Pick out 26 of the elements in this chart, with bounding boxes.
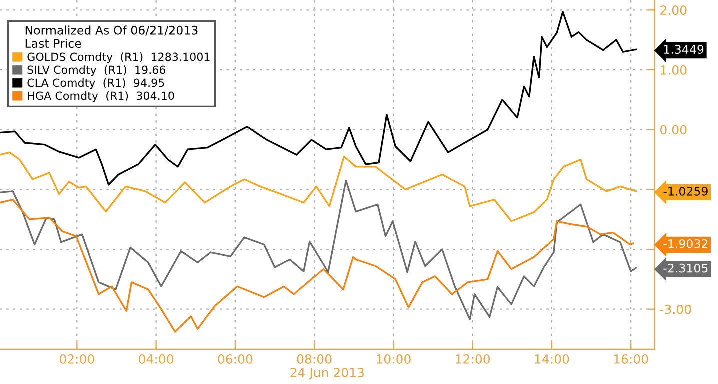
line-series (0, 11, 638, 186)
x-tick-label: 14:00 (535, 354, 570, 364)
x-tick-label: 06:00 (218, 354, 253, 364)
x-tick-label: 04:00 (139, 354, 174, 364)
y2-tick-label: -2.3105 (664, 264, 708, 273)
y-tick-label: 2.00 (660, 6, 687, 16)
legend-label: GOLDS Comdty (R1) 1283.1001 (28, 52, 210, 64)
x-tick-label: 10:00 (377, 354, 411, 364)
y2-tick-label: 1.3449 (664, 45, 704, 54)
y-tick-label: 1.00 (661, 65, 687, 75)
legend-label: SILV Comdty (R1) 19.66 (28, 66, 166, 76)
y-tick-label: 0.00 (660, 125, 687, 135)
line-series (0, 180, 638, 320)
y-tick-label: -3.00 (660, 304, 692, 314)
x-axis-title: 24 Jun 2013 (290, 368, 364, 380)
x-tick-label: 08:00 (297, 354, 332, 364)
x-tick-label: 12:00 (456, 354, 490, 364)
legend-title: Normalized As Of 06/21/2013 Last Price (26, 26, 198, 48)
x-tick-label: 02:00 (60, 354, 94, 364)
line-series (0, 199, 634, 333)
y2-tick-label: -1.9032 (664, 239, 708, 248)
y2-tick-label: -1.0259 (664, 186, 708, 196)
legend-label: CLA Comdty (R1) 94.95 (28, 78, 164, 90)
x-tick-label: 16:00 (614, 354, 648, 364)
line-series (0, 152, 638, 222)
legend-label: HGA Comdty (R1) 304.10 (28, 92, 174, 102)
